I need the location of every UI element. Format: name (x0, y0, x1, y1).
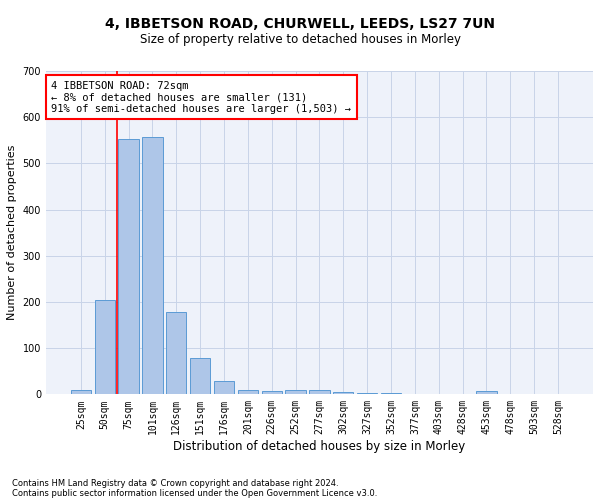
Bar (310, 390, 329, 394)
Bar (71, 390, 91, 394)
Bar (333, 392, 353, 394)
Bar (476, 391, 497, 394)
Bar (190, 358, 211, 394)
Bar (262, 391, 282, 394)
Bar (381, 392, 401, 394)
Bar (214, 382, 234, 394)
Text: Contains HM Land Registry data © Crown copyright and database right 2024.: Contains HM Land Registry data © Crown c… (12, 478, 338, 488)
Text: 4 IBBETSON ROAD: 72sqm
← 8% of detached houses are smaller (131)
91% of semi-det: 4 IBBETSON ROAD: 72sqm ← 8% of detached … (52, 80, 352, 114)
Bar (166, 312, 187, 394)
Bar (238, 390, 258, 394)
Text: 4, IBBETSON ROAD, CHURWELL, LEEDS, LS27 7UN: 4, IBBETSON ROAD, CHURWELL, LEEDS, LS27 … (105, 18, 495, 32)
Text: Size of property relative to detached houses in Morley: Size of property relative to detached ho… (139, 32, 461, 46)
Bar (357, 392, 377, 394)
Bar (95, 300, 115, 394)
Text: Contains public sector information licensed under the Open Government Licence v3: Contains public sector information licen… (12, 488, 377, 498)
Bar (118, 139, 139, 394)
Bar (142, 136, 163, 394)
Bar (286, 390, 306, 394)
X-axis label: Distribution of detached houses by size in Morley: Distribution of detached houses by size … (173, 440, 466, 453)
Y-axis label: Number of detached properties: Number of detached properties (7, 145, 17, 320)
